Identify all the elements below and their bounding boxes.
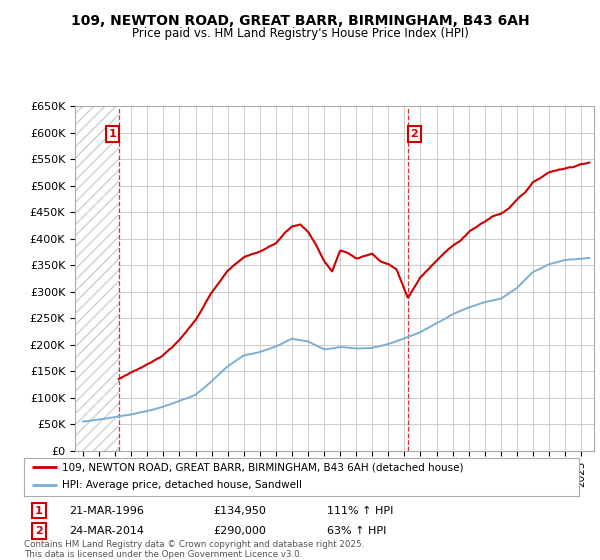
Text: 2: 2 [35,526,43,536]
Text: 21-MAR-1996: 21-MAR-1996 [69,506,144,516]
Bar [75,106,119,451]
Text: 109, NEWTON ROAD, GREAT BARR, BIRMINGHAM, B43 6AH: 109, NEWTON ROAD, GREAT BARR, BIRMINGHAM… [71,14,529,28]
Text: Contains HM Land Registry data © Crown copyright and database right 2025.
This d: Contains HM Land Registry data © Crown c… [24,540,364,559]
Text: Price paid vs. HM Land Registry's House Price Index (HPI): Price paid vs. HM Land Registry's House … [131,27,469,40]
Text: £134,950: £134,950 [213,506,266,516]
Text: £290,000: £290,000 [213,526,266,536]
Text: 24-MAR-2014: 24-MAR-2014 [69,526,144,536]
Text: 111% ↑ HPI: 111% ↑ HPI [327,506,394,516]
Text: HPI: Average price, detached house, Sandwell: HPI: Average price, detached house, Sand… [62,480,302,490]
Text: 1: 1 [35,506,43,516]
Text: 109, NEWTON ROAD, GREAT BARR, BIRMINGHAM, B43 6AH (detached house): 109, NEWTON ROAD, GREAT BARR, BIRMINGHAM… [62,462,463,472]
Text: 63% ↑ HPI: 63% ↑ HPI [327,526,386,536]
Text: 2: 2 [410,129,418,139]
Text: 1: 1 [109,129,116,139]
